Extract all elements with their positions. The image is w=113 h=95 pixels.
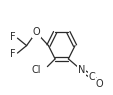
- Text: C: C: [88, 72, 95, 82]
- Text: Cl: Cl: [32, 65, 41, 75]
- Text: O: O: [32, 27, 40, 37]
- Text: F: F: [9, 32, 15, 42]
- Text: O: O: [95, 79, 103, 89]
- Text: F: F: [9, 49, 15, 59]
- Text: N: N: [77, 65, 85, 75]
